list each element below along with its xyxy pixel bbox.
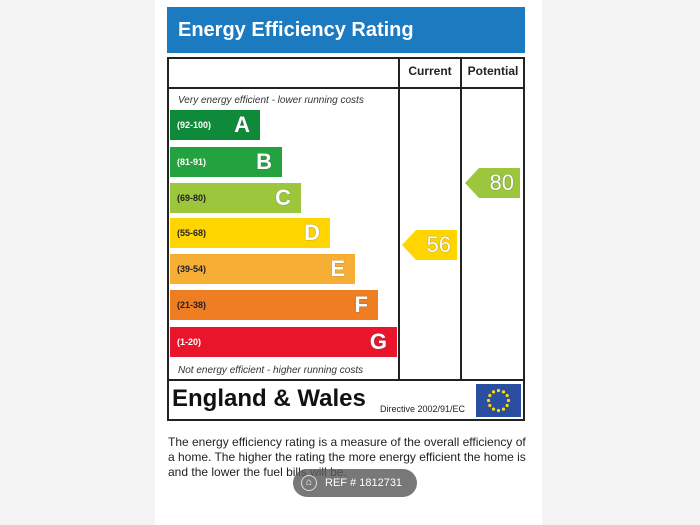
band-e: (39-54) E: [170, 254, 355, 284]
band-letter: G: [369, 329, 387, 354]
top-caption: Very energy efficient - lower running co…: [178, 95, 364, 106]
potential-column-divider: [460, 57, 462, 381]
band-letter: F: [354, 292, 368, 317]
ref-badge[interactable]: ⌂ REF # 1812731: [293, 469, 417, 497]
header-divider: [167, 87, 525, 89]
band-letter: E: [330, 256, 345, 281]
description-text: The energy efficiency rating is a measur…: [168, 435, 526, 479]
band-f: (21-38) F: [170, 290, 378, 320]
home-icon: ⌂: [301, 475, 317, 491]
band-g: (1-20) G: [170, 327, 397, 357]
band-range-label: (1-20): [177, 337, 202, 347]
ref-badge-text: REF # 1812731: [325, 477, 403, 489]
band-b: (81-91) B: [170, 147, 282, 177]
band-letter: C: [275, 185, 291, 210]
band-d: (55-68) D: [170, 218, 330, 248]
band-range-label: (21-38): [177, 300, 207, 310]
band-letter: A: [234, 112, 250, 137]
potential-column-header: Potential: [467, 64, 519, 78]
current-column-divider: [398, 57, 400, 381]
band-range-label: (81-91): [177, 157, 207, 167]
eu-flag-icon: [476, 384, 521, 417]
band-range-label: (39-54): [177, 264, 207, 274]
band-range-label: (69-80): [177, 193, 207, 203]
band-letter: B: [256, 149, 272, 174]
chart-title: Energy Efficiency Rating: [167, 7, 525, 53]
band-range-label: (55-68): [177, 228, 207, 238]
right-border: [523, 57, 525, 381]
current-column-header: Current: [408, 64, 452, 78]
band-range-label: (92-100): [177, 120, 212, 130]
band-c: (69-80) C: [170, 183, 301, 213]
band-letter: D: [304, 220, 320, 245]
directive-label: Directive 2002/91/EC: [380, 404, 466, 414]
bottom-caption: Not energy efficient - higher running co…: [178, 365, 364, 376]
region-label: England & Wales: [172, 385, 366, 412]
footer-divider: [167, 379, 525, 381]
band-a: (92-100) A: [170, 110, 260, 140]
